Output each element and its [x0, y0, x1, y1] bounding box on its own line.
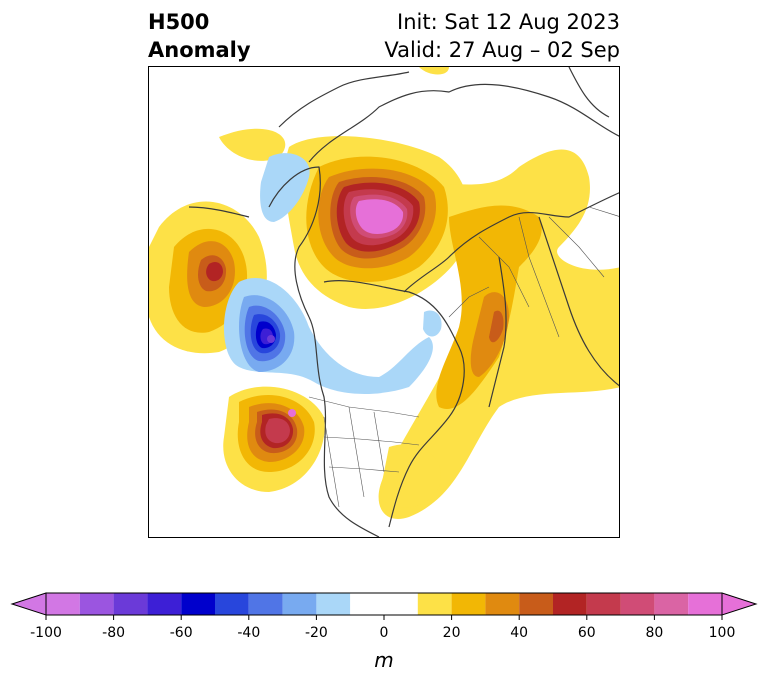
colorbar-tick-label: -100: [30, 625, 62, 641]
colorbar-segment: [316, 593, 351, 615]
title-right: Init: Sat 12 Aug 2023 Valid: 27 Aug – 02…: [384, 8, 620, 64]
colorbar-tick-label: 80: [645, 625, 664, 641]
colorbar-tick-label: -80: [102, 625, 126, 641]
colorbar-tick-label: -20: [304, 625, 328, 641]
variable-title: H500: [148, 10, 210, 34]
colorbar-segment: [248, 593, 283, 615]
coastlines: [188, 67, 619, 537]
colorbar-tick-label: 100: [708, 625, 736, 641]
init-time: Init: Sat 12 Aug 2023: [397, 10, 620, 34]
map-canvas: [149, 67, 619, 537]
colorbar-segment: [147, 593, 182, 615]
colorbar-segment: [350, 593, 418, 615]
valid-time: Valid: 27 Aug – 02 Sep: [384, 38, 620, 62]
colorbar-segment: [654, 593, 689, 615]
colorbar-segment: [181, 593, 215, 615]
colorbar-tick-label: 40: [510, 625, 529, 641]
colorbar-segment: [417, 593, 452, 615]
colorbar-under-arrow: [10, 592, 47, 616]
anomaly-map: [148, 66, 620, 538]
colorbar-tick-label: 60: [577, 625, 596, 641]
colorbar-segment: [215, 593, 249, 615]
colorbar-segment: [46, 593, 80, 615]
colorbar-over-arrow: [721, 592, 758, 616]
colorbar-segment: [485, 593, 520, 615]
colorbar-segment: [688, 593, 722, 615]
colorbar-segment: [451, 593, 486, 615]
colorbar-segment: [553, 593, 587, 615]
colorbar-tick-label: -40: [237, 625, 261, 641]
positive-anomaly-100: [288, 199, 404, 417]
colorbar-segment: [519, 593, 553, 615]
colorbar-segment: [113, 593, 148, 615]
title-left: H500 Anomaly: [148, 8, 251, 64]
colorbar-segment: [620, 593, 655, 615]
colorbar-tick-label: 0: [379, 625, 389, 641]
colorbar-tick-label: -60: [169, 625, 193, 641]
variable-subtitle: Anomaly: [148, 38, 251, 62]
negative-anomaly-fill: [224, 153, 442, 394]
colorbar-tick-label: 20: [442, 625, 461, 641]
colorbar: [10, 592, 758, 620]
colorbar-segment: [586, 593, 621, 615]
country-borders: [308, 206, 619, 508]
colorbar-unit-label: m: [374, 648, 394, 672]
colorbar-segment: [79, 593, 114, 615]
colorbar-segment: [282, 593, 317, 615]
